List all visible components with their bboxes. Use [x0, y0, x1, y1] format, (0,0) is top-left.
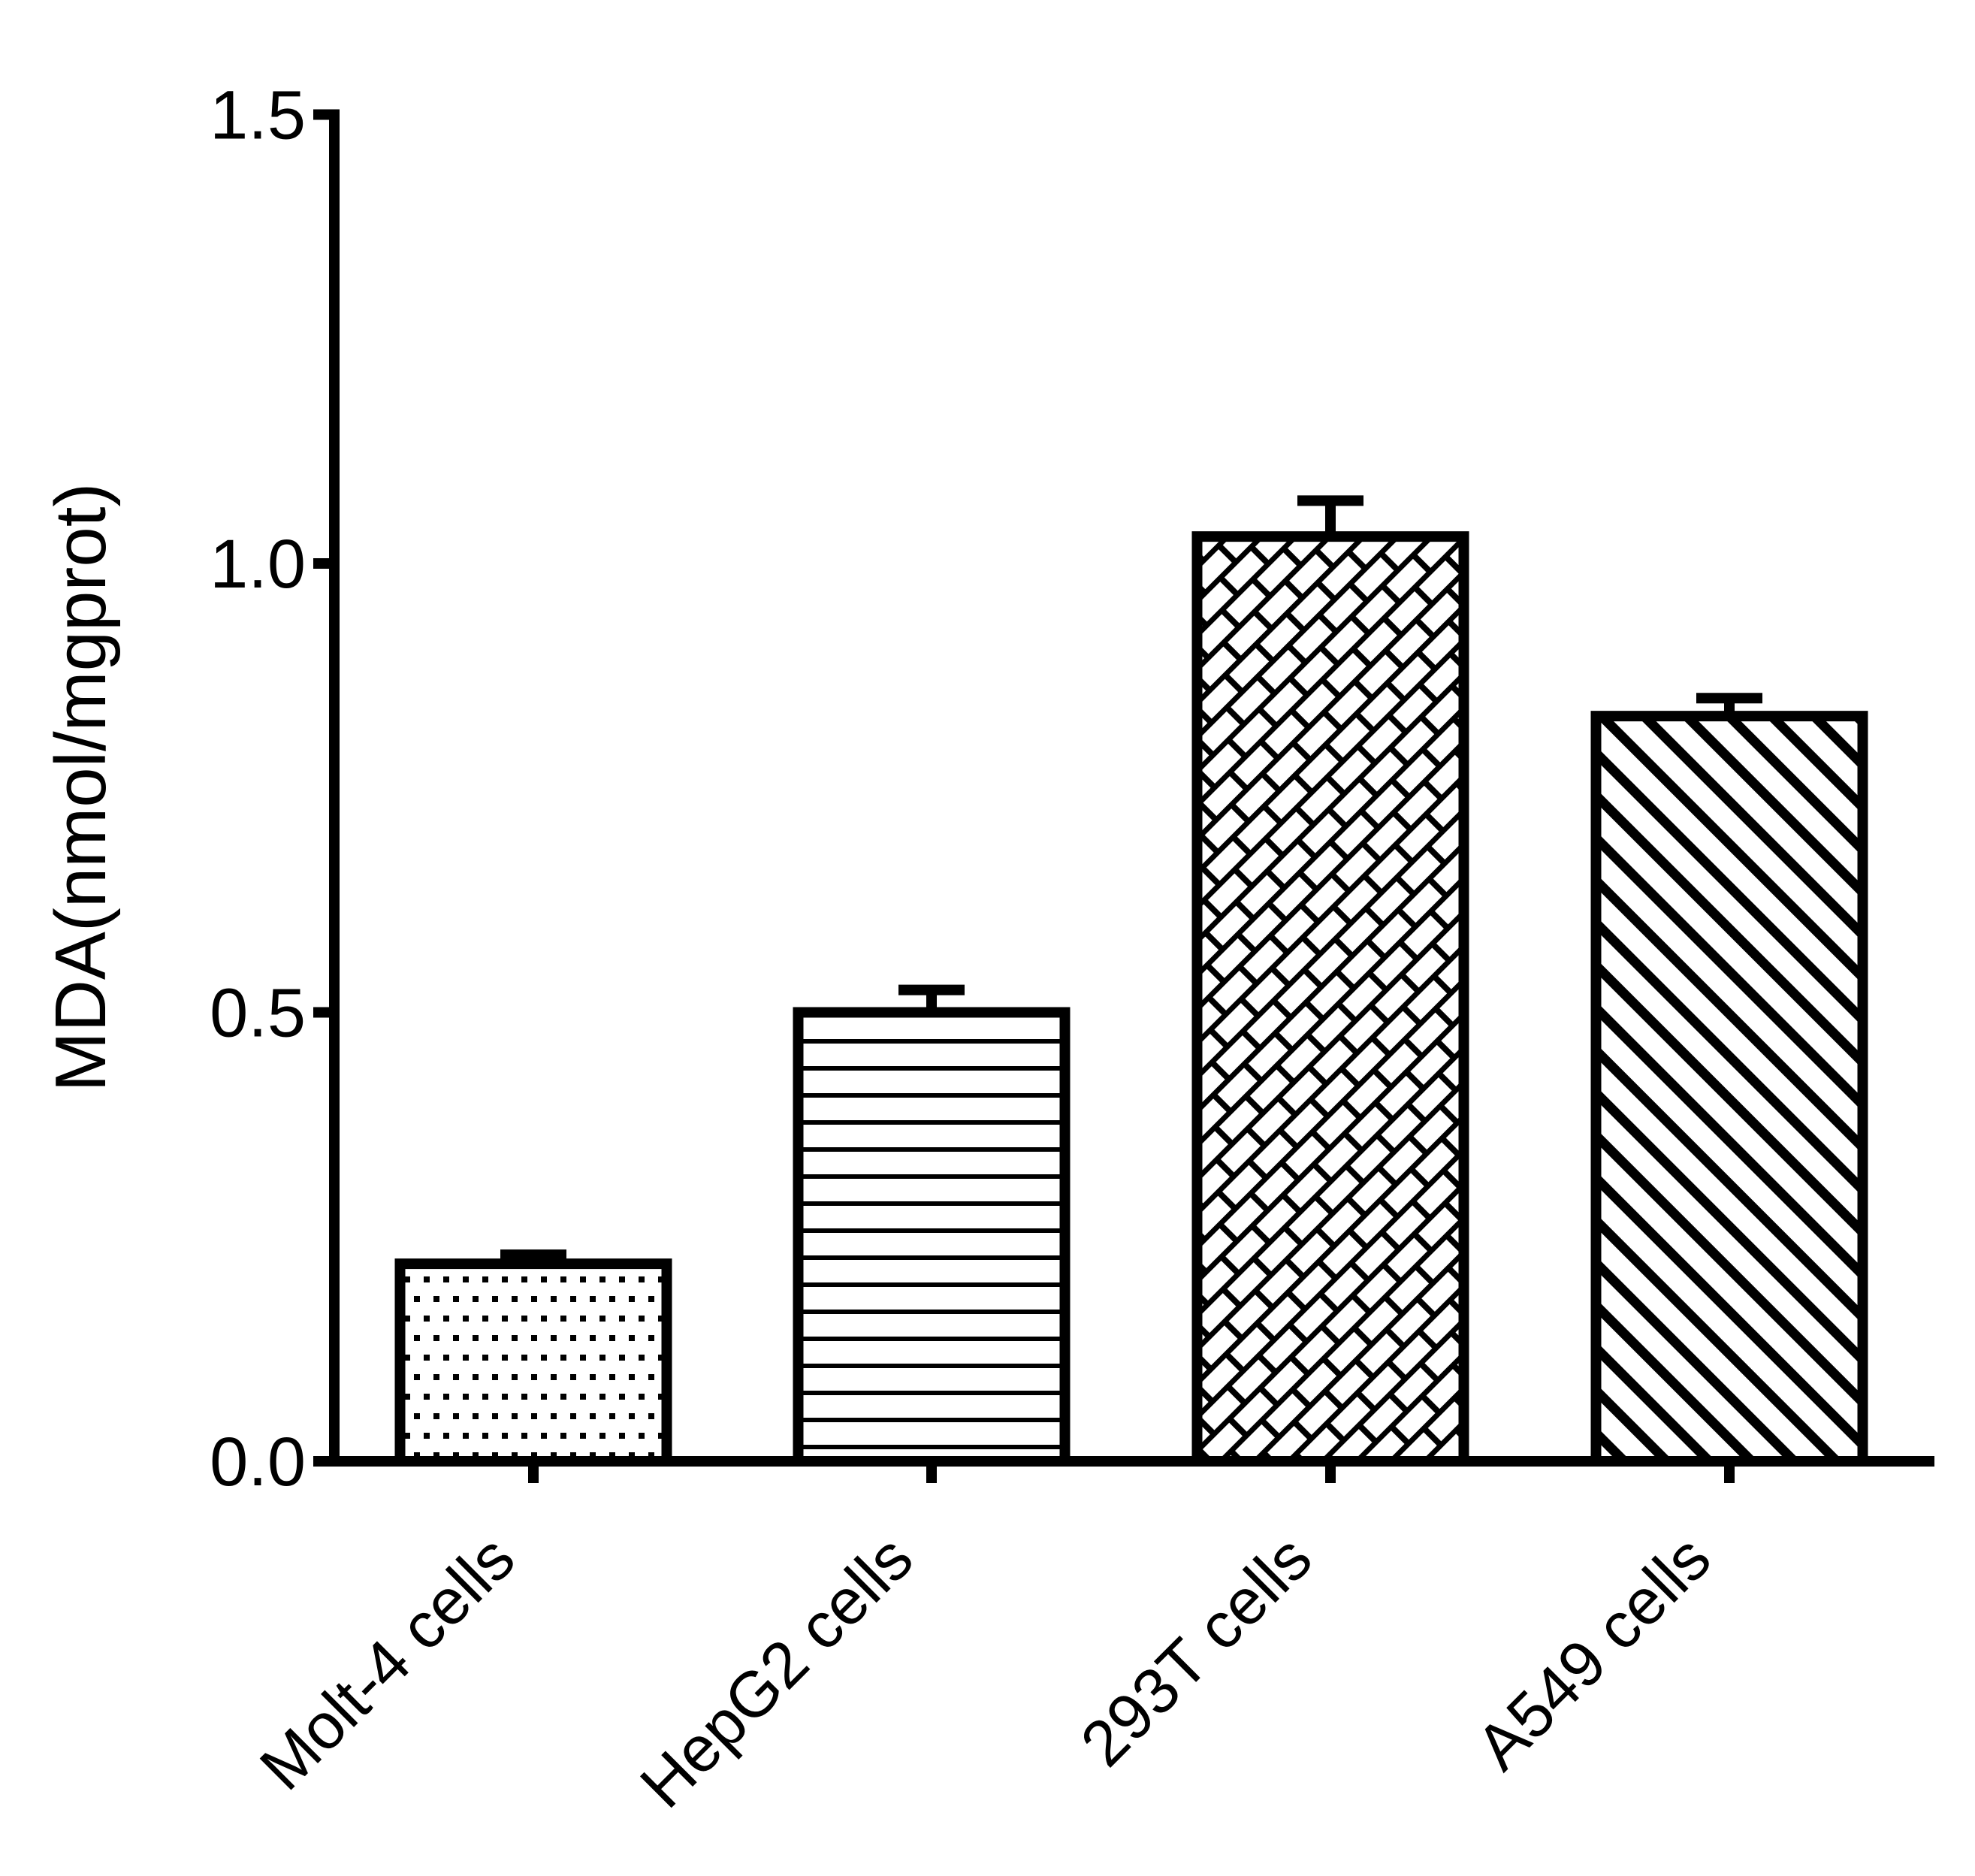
y-tick-label-1.5: 1.5: [210, 77, 306, 154]
bar-molt-4-cells: [394, 1258, 672, 1467]
y-axis: 0.0 0.5 1.0 1.5: [210, 77, 340, 1500]
y-axis-title: MDA(nmol/mgprot): [41, 483, 121, 1092]
x-tick-labels-group: Molt-4 cells HepG2 cells 293T cells A549 ce…: [246, 1522, 1724, 1822]
x-tick-label-293t-cells: 293T cells: [1067, 1522, 1325, 1781]
x-tick-label-molt-4-cells: Molt-4 cells: [246, 1522, 528, 1804]
bar-a549-cells: [1590, 711, 1868, 1467]
bars-group: [394, 531, 1868, 1467]
error-bars-group: [500, 495, 1762, 1272]
x-axis: [329, 1456, 1934, 1483]
y-tick-label-0.0: 0.0: [210, 1424, 306, 1500]
bar-hepg2-cells: [793, 1007, 1071, 1467]
y-tick-label-1.0: 1.0: [210, 526, 306, 603]
x-tick-label-a549-cells: A549 cells: [1463, 1522, 1724, 1784]
bar-293t-cells: [1191, 531, 1469, 1467]
y-tick-label-0.5: 0.5: [210, 975, 306, 1052]
x-tick-label-hepg2-cells: HepG2 cells: [627, 1522, 926, 1822]
